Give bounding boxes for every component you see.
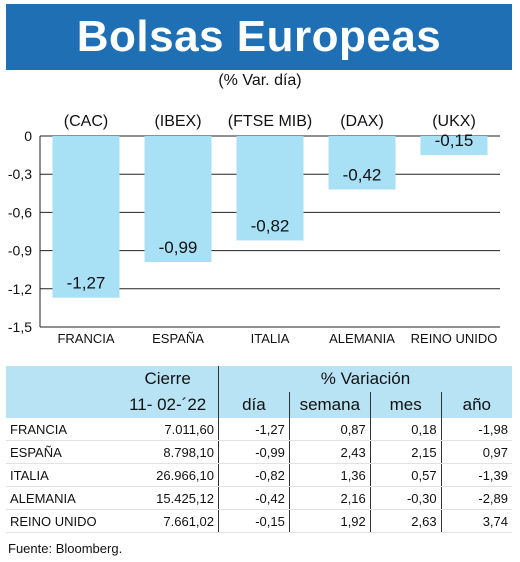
bar [236,136,304,241]
column-header-ano: año [440,392,512,418]
table-cell-semana: 1,92 [288,509,371,533]
table-cell-mes: -0,30 [369,486,442,510]
table-cell-name: ITALIA [6,463,118,487]
table-cell-dia: -0,82 [218,463,290,487]
column-header-date: 11- 02-´22 [117,392,219,418]
table-cell-dia: -0,15 [218,509,290,533]
category-label: ITALIA [251,331,290,346]
data-label: -0,99 [159,238,198,257]
category-label: REINO UNIDO [411,331,498,346]
group-header-variacion: % Variación [218,366,512,392]
table-cell-ano: 0,97 [440,440,512,464]
table-cell-name: ESPAÑA [6,440,118,464]
index-label: (DAX) [340,113,384,130]
table-row: REINO UNIDO 7.661,02 -0,15 1,92 2,63 3,74 [6,509,512,533]
table-cell-dia: -0,99 [218,440,290,464]
table-cell-cierre: 8.798,10 [117,440,219,464]
source-note: Fuente: Bloomberg. [8,541,123,556]
index-label: (CAC) [64,113,108,130]
table-cell-ano: -1,39 [440,463,512,487]
column-header-mes: mes [369,392,442,418]
table-row: FRANCIA 7.011,60 -1,27 0,87 0,18 -1,98 [6,418,512,441]
table-cell-dia: -1,27 [218,418,290,441]
table-cell-semana: 2,43 [288,440,371,464]
y-tick-label: -1,5 [8,319,32,335]
table-cell-semana: 1,36 [288,463,371,487]
category-label: ALEMANIA [329,331,395,346]
table-cell-cierre: 7.661,02 [117,509,219,533]
column-header-dia: día [218,392,290,418]
y-tick-label: -0,9 [8,243,32,259]
index-label: (UKX) [432,113,476,130]
table-cell-mes: 0,18 [369,418,442,441]
table-cell-name: REINO UNIDO [6,509,118,533]
chart-subtitle: (% Var. día) [218,72,302,89]
table-cell-cierre: 26.966,10 [117,463,219,487]
bar [328,136,396,190]
category-label: FRANCIA [57,331,114,346]
bar [420,136,488,156]
data-label: -1,27 [67,274,106,293]
chart-title: Bolsas Europeas [6,4,512,70]
bar [144,136,212,263]
table-cell-ano: -2,89 [440,486,512,510]
y-tick-label: -1,2 [8,281,32,297]
y-tick-label: -0,3 [8,166,32,182]
data-label: -0,42 [343,165,382,184]
table-cell-dia: -0,42 [218,486,290,510]
data-label: -0,82 [251,216,290,235]
group-header-cierre: Cierre [117,366,219,392]
data-table: Cierre % Variación 11- 02-´22 día semana… [6,366,512,533]
bar [52,136,120,298]
table-cell-semana: 0,87 [288,418,371,441]
table-cell-ano: 3,74 [440,509,512,533]
index-label: (FTSE MIB) [228,113,312,130]
table-cell-mes: 2,15 [369,440,442,464]
table-row: ESPAÑA 8.798,10 -0,99 2,43 2,15 0,97 [6,440,512,464]
table-cell-cierre: 7.011,60 [117,418,219,441]
table-body: FRANCIA 7.011,60 -1,27 0,87 0,18 -1,98 ESPAÑA 8… [6,418,512,533]
table-cell-semana: 2,16 [288,486,371,510]
table-cell-mes: 2,63 [369,509,442,533]
index-label: (IBEX) [154,113,201,130]
table-cell-cierre: 15.425,12 [117,486,219,510]
table-cell-ano: -1,98 [440,418,512,441]
table-cell-name: FRANCIA [6,418,118,441]
table-cell-name: ALEMANIA [6,486,118,510]
y-tick-label: -0,6 [8,204,32,220]
table-row: ITALIA 26.966,10 -0,82 1,36 0,57 -1,39 [6,463,512,487]
category-label: ESPAÑA [152,331,204,346]
bar-chart: 0 -0,3 -0,6 -0,9 -1,2 -1,5 -1,27 (CAC) FRANCIA -0… [8,113,500,346]
data-label: -0,15 [435,131,474,150]
y-tick-label: 0 [24,128,32,144]
table-cell-mes: 0,57 [369,463,442,487]
table-row: ALEMANIA 15.425,12 -0,42 2,16 -0,30 -2,89 [6,486,512,510]
column-header-semana: semana [288,392,371,418]
